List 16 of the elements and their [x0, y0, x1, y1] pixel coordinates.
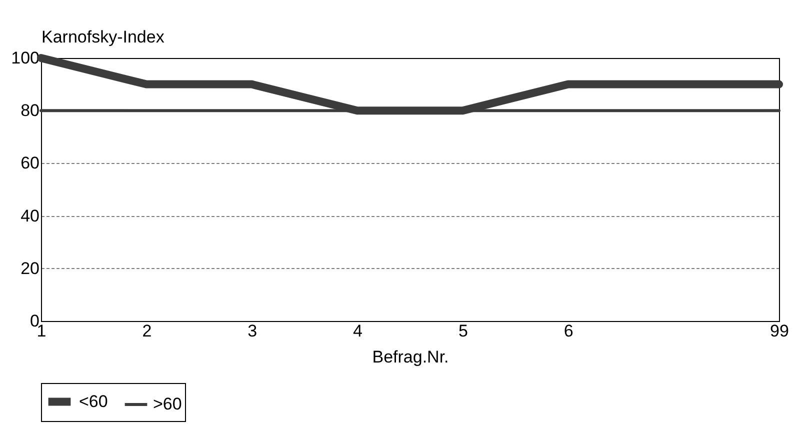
- y-tick-label: 40: [20, 206, 40, 226]
- x-tick-label: 6: [564, 322, 574, 340]
- x-tick-label: 5: [458, 322, 468, 340]
- y-axis-title: Karnofsky-Index: [42, 28, 165, 46]
- x-tick-label: 99: [770, 322, 789, 340]
- y-tick-label: 80: [20, 101, 40, 120]
- x-axis-title: Befrag.Nr.: [372, 348, 449, 366]
- y-tick-label: 60: [20, 154, 40, 173]
- legend-label: >60: [153, 394, 182, 414]
- x-tick-label: 2: [142, 322, 152, 340]
- legend-label: <60: [79, 392, 108, 411]
- x-tick-label: 3: [248, 322, 258, 340]
- y-tick-label: 100: [11, 48, 40, 68]
- y-tick-label: 0: [30, 312, 40, 330]
- y-tick-label: 20: [20, 258, 40, 278]
- x-tick-label: 4: [353, 322, 363, 340]
